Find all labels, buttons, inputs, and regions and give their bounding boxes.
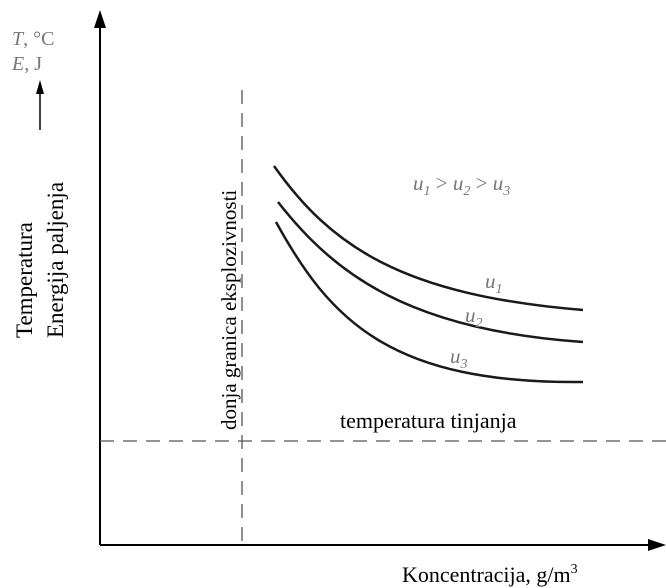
series-line-u1 [272, 165, 584, 312]
series-line-u2 [277, 201, 584, 344]
y-axis-arrow [94, 10, 106, 28]
series-label-u2: u2 [465, 303, 483, 331]
y-label-arrow-head [36, 80, 44, 94]
relation-label: u1 > u2 > u3 [413, 171, 510, 199]
x-axis-label: Koncentracija, g/m3 [402, 562, 578, 587]
x-axis-arrow [648, 539, 666, 551]
series-label-u3: u3 [450, 344, 468, 372]
ignition-temp-label: temperatura tinjanja [340, 408, 517, 433]
y-axis-label-energija: Energija paljenja [43, 182, 68, 338]
y-axis-label-temperatura: Temperatura [12, 222, 37, 338]
y-axis-quantity-e: E, J [11, 53, 42, 75]
series-label-u1: u1 [485, 269, 503, 297]
series-line-u3 [274, 221, 584, 384]
lower-limit-label: donja granica eksplozivnosti [217, 190, 241, 430]
y-axis-quantity-t: T, °C [12, 28, 54, 50]
